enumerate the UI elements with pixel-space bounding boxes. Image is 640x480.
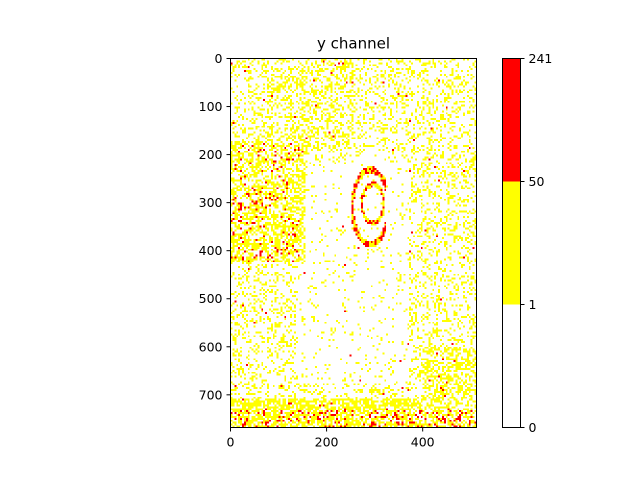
y-tick-label: 100 bbox=[199, 99, 223, 114]
x-tick-label: 0 bbox=[227, 435, 235, 450]
x-tick-label: 400 bbox=[411, 435, 435, 450]
colorbar-tick-label: 50 bbox=[529, 174, 545, 189]
colorbar-tick-label: 1 bbox=[529, 297, 537, 312]
plot-frame bbox=[230, 58, 477, 428]
heatmap-image bbox=[230, 58, 477, 428]
y-tick-label: 400 bbox=[199, 243, 223, 258]
colorbar-frame bbox=[502, 58, 521, 428]
colorbar-segments bbox=[502, 58, 521, 428]
colorbar-segment bbox=[502, 304, 521, 428]
colorbar-tick-label: 241 bbox=[529, 51, 553, 66]
plot-area bbox=[230, 58, 477, 428]
colorbar: 0 1 50 241 bbox=[502, 51, 553, 435]
x-tick-label: 200 bbox=[315, 435, 339, 450]
heatmap-raster bbox=[230, 58, 477, 428]
y-tick-label: 500 bbox=[199, 291, 223, 306]
y-tick-label: 0 bbox=[215, 51, 223, 66]
colorbar-ticks: 0 1 50 241 bbox=[520, 51, 553, 435]
chart-title: y channel bbox=[317, 35, 390, 53]
y-tick-label: 300 bbox=[199, 195, 223, 210]
x-axis: 0 200 400 bbox=[227, 427, 435, 450]
colorbar-segment bbox=[502, 181, 521, 305]
y-axis: 0 100 200 300 400 500 600 700 bbox=[199, 51, 231, 402]
colorbar-tick-label: 0 bbox=[529, 420, 537, 435]
y-tick-label: 600 bbox=[199, 339, 223, 354]
colorbar-segment bbox=[502, 58, 521, 182]
y-tick-label: 700 bbox=[199, 387, 223, 402]
y-tick-label: 200 bbox=[199, 147, 223, 162]
